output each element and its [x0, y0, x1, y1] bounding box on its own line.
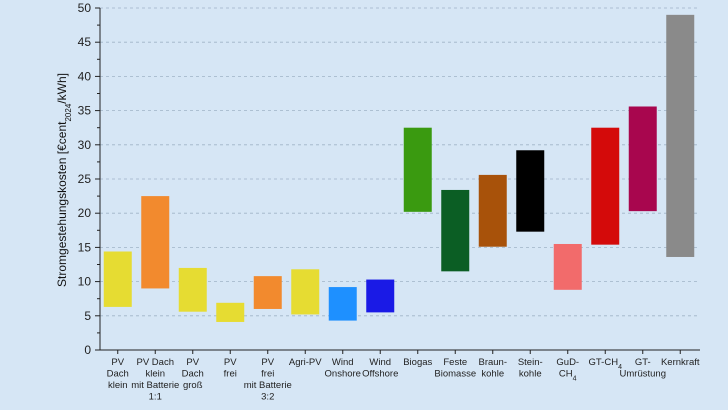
x-category-label: PV Dach groß [182, 357, 204, 391]
bar-5 [253, 276, 282, 309]
y-tick-label: 5 [84, 309, 91, 323]
x-category-label: PV frei [224, 357, 238, 380]
bar-4 [216, 302, 245, 322]
x-category-label: Biogas [403, 357, 432, 368]
bar-3 [178, 267, 207, 312]
x-category-label: Feste Biomasse [434, 357, 476, 380]
bar-6 [291, 269, 320, 315]
bar-group [103, 14, 695, 322]
bar-15 [628, 106, 657, 212]
y-tick-label: 50 [78, 1, 92, 15]
x-category-label: Wind Onshore [325, 357, 361, 380]
x-category-label: Braun-kohle [478, 357, 507, 380]
x-category-label: Kernkraft [661, 357, 700, 368]
y-tick-label: 25 [78, 172, 92, 186]
bar-14 [591, 127, 620, 245]
y-axis-label: Stromgestehungskosten [€cent2024/kWh] [55, 73, 73, 287]
bar-2 [141, 196, 170, 289]
bar-12 [516, 150, 545, 232]
x-category-label: Agri-PV [289, 357, 322, 368]
bar-8 [366, 279, 395, 313]
x-category-label: GT-CH4 [589, 357, 623, 371]
bar-10 [441, 189, 470, 272]
x-category-label: Wind Offshore [362, 357, 398, 380]
bar-9 [403, 127, 432, 212]
x-category-label: PV Dach klein mit Batterie 1:1 [131, 357, 179, 403]
y-tick-label: 30 [78, 138, 92, 152]
bar-16 [666, 14, 695, 257]
x-category-label: GT-Umrüstung [620, 357, 666, 380]
y-tick-label: 45 [78, 35, 92, 49]
y-tick-label: 10 [78, 275, 92, 289]
bar-13 [553, 243, 582, 290]
bar-7 [328, 287, 357, 321]
y-tick-label: 35 [78, 104, 92, 118]
x-category-label: Stein-kohle [518, 357, 543, 380]
y-tick-group: 0 5 10 15 20 25 30 35 40 45 50 [78, 1, 100, 357]
x-category-label: GuD-CH4 [556, 357, 579, 382]
y-tick-label: 40 [78, 69, 92, 83]
x-category-label: PV frei mit Batterie 3:2 [244, 357, 292, 403]
y-tick-label: 0 [84, 343, 91, 357]
x-category-label: PV Dach klein [107, 357, 129, 391]
y-tick-label: 15 [78, 240, 92, 254]
bar-1 [103, 251, 132, 307]
y-tick-label: 20 [78, 206, 92, 220]
bar-11 [478, 174, 507, 247]
